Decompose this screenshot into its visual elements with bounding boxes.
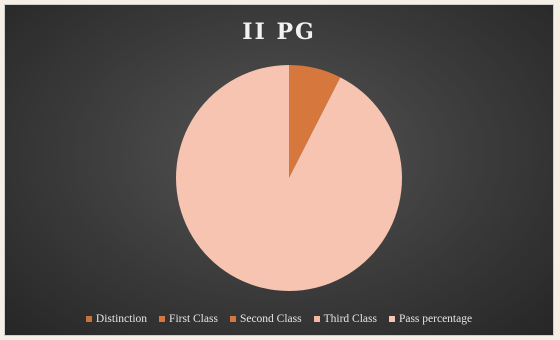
legend-item-distinction: Distinction	[85, 313, 148, 325]
legend-label: Distinction	[95, 313, 148, 325]
chart-frame: II PG Distinction First Class Second Class…	[4, 4, 554, 336]
legend-swatch	[229, 316, 236, 322]
legend-item-pass-percentage: Pass percentage	[388, 313, 473, 325]
legend-label: Second Class	[239, 313, 302, 325]
legend-swatch	[159, 316, 166, 322]
legend-item-first-class: First Class	[159, 313, 218, 325]
chart-title: II PG	[242, 19, 316, 45]
pie-chart	[176, 65, 403, 291]
legend-swatch	[388, 316, 395, 322]
legend-label: Third Class	[323, 313, 377, 325]
pie-slice-pass-percentage	[176, 65, 403, 291]
legend-label: First Class	[169, 313, 218, 325]
legend-swatch	[313, 316, 320, 322]
legend-label: Pass percentage	[398, 313, 473, 325]
legend-item-second-class: Second Class	[229, 313, 302, 325]
legend-item-third-class: Third Class	[313, 313, 377, 325]
legend: Distinction First Class Second Class Third …	[5, 313, 553, 325]
pie-slice-first-class	[289, 65, 341, 178]
legend-swatch	[85, 316, 92, 322]
